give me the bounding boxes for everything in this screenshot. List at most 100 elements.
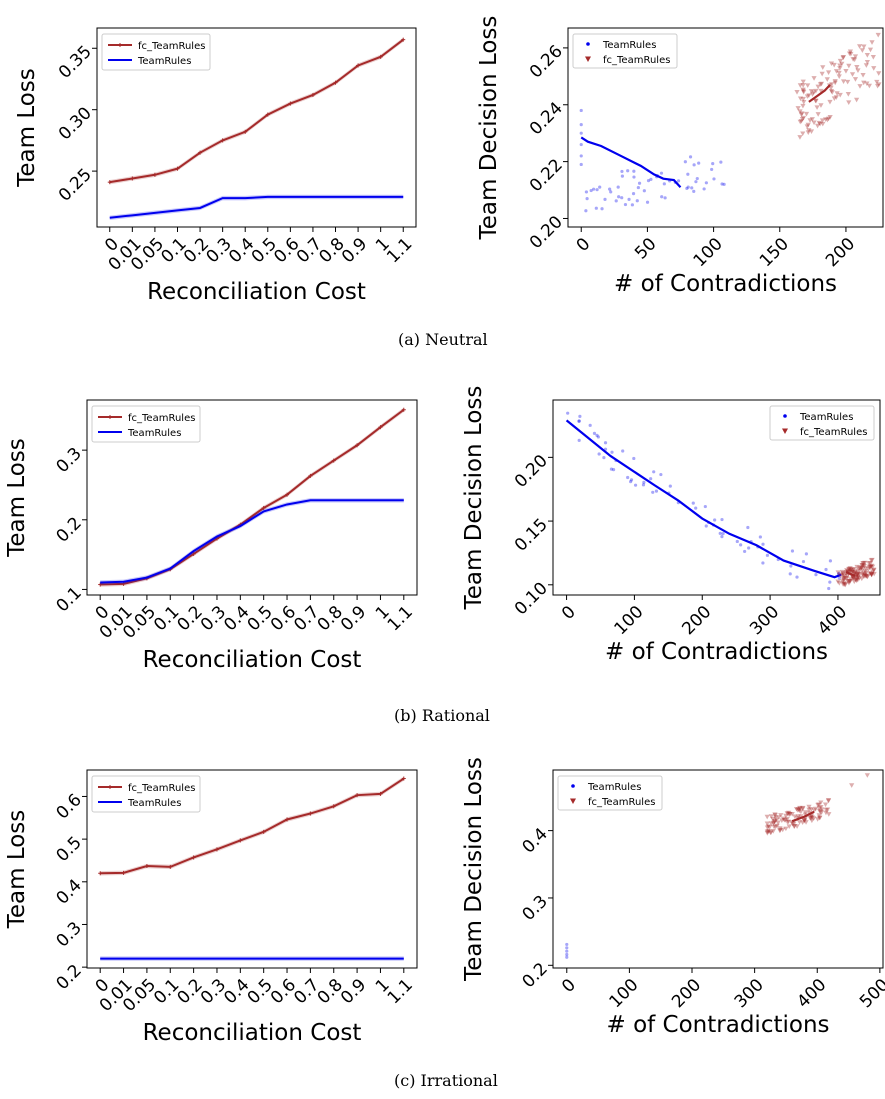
scatter-point [796, 808, 802, 814]
scatter-point [784, 816, 790, 822]
legend-label: TeamRules [602, 40, 656, 51]
scatter-point [694, 180, 698, 184]
legend-label: fc_TeamRules [800, 427, 867, 438]
scatter-point [832, 79, 838, 84]
scatter-point [863, 566, 869, 571]
scatter-point [651, 490, 655, 494]
scatter-point [849, 72, 856, 77]
scatter-point [845, 569, 851, 574]
scatter-point [837, 63, 843, 69]
scatter-point [846, 63, 852, 69]
legend-marker [585, 56, 591, 62]
scatter-point [817, 82, 824, 87]
scatter-point [865, 574, 871, 579]
scatter-point [820, 121, 826, 127]
scatter-point [806, 804, 812, 810]
scatter-point [770, 821, 777, 826]
scatter-point [800, 88, 807, 94]
scatter-point [800, 806, 806, 812]
scatter-point [799, 117, 806, 122]
scatter-point [584, 209, 588, 213]
axes-frame [86, 399, 418, 596]
scatter-point [876, 71, 882, 76]
scatter-point [817, 809, 824, 815]
legend-label: TeamRules [137, 56, 191, 67]
x-tick-label: 1.1 [384, 975, 417, 1008]
scatter-point [864, 81, 870, 87]
scatter-point [854, 64, 860, 70]
scatter-point [579, 154, 583, 158]
legend-label: fc_TeamRules [588, 797, 655, 808]
scatter-point [851, 571, 858, 577]
legend-box [769, 405, 875, 441]
scatter-point [704, 181, 708, 185]
scatter-point [809, 818, 815, 824]
scatter-point [818, 810, 825, 816]
y-tick-label: 0.20 [511, 451, 552, 492]
scatter-point [855, 571, 861, 577]
scatter-point [620, 169, 624, 174]
scatter-point [868, 563, 875, 569]
scatter-point [856, 576, 862, 581]
scatter-point [713, 518, 717, 522]
scatter-point [782, 818, 788, 823]
scatter-point [800, 96, 806, 102]
scatter-point [660, 195, 664, 199]
scatter-point [579, 131, 583, 135]
panel-b-right: 0.10 0.15 0.20 0 100 200 300 400# of Contradict… [461, 386, 881, 665]
scatter-point [811, 816, 817, 821]
panel-a-left: 0.250.300.3500.010.050.10.20.30.40.50.60… [14, 27, 417, 305]
scatter-point [861, 561, 867, 566]
scatter-point [768, 821, 774, 826]
scatter-point [851, 567, 857, 572]
axes-frame [96, 27, 417, 228]
scatter-point [791, 824, 798, 829]
scatter-point [721, 531, 725, 536]
legend-label: TeamRules [587, 782, 641, 793]
y-tick-label: 0.22 [526, 155, 567, 196]
scatter-point [871, 571, 877, 577]
scatter-point [783, 826, 789, 832]
scatter-point [853, 577, 859, 583]
axes-frame [552, 399, 881, 596]
scatter-point [855, 574, 861, 580]
scatter-point [711, 162, 715, 166]
scatter-point [806, 128, 812, 133]
scatter-point [577, 438, 581, 443]
x-tick-label: 0 [558, 975, 580, 997]
legend-label: fc_TeamRules [603, 55, 670, 66]
scatter-point [875, 32, 881, 38]
scatter-point [857, 566, 864, 572]
scatter-point [704, 524, 708, 528]
scatter-point [859, 48, 865, 53]
scatter-point [776, 815, 782, 820]
scatter-point [743, 549, 747, 554]
scatter-point [685, 186, 689, 191]
y-tick-label: 0.2 [53, 961, 86, 994]
scatter-point [857, 571, 863, 577]
scatter-point [794, 89, 800, 95]
scatter-point [861, 572, 867, 578]
series-line [100, 499, 404, 584]
scatter-point [837, 66, 843, 71]
scatter-point [823, 807, 829, 813]
scatter-point [846, 51, 853, 57]
scatter-point [861, 574, 867, 580]
x-tick-label: 1.1 [384, 602, 417, 635]
fit-line [580, 136, 682, 188]
scatter-point [831, 62, 837, 68]
scatter-point [795, 575, 799, 579]
scatter-point [828, 85, 834, 91]
scatter-point [856, 565, 863, 571]
scatter-point [805, 130, 811, 136]
scatter-point [833, 69, 840, 74]
x-axis-label: # of Contradictions [614, 271, 837, 297]
scatter-point [722, 182, 726, 186]
scatter-point [816, 813, 822, 818]
scatter-point [800, 115, 807, 121]
scatter-point [797, 96, 804, 102]
scatter-point [802, 812, 808, 818]
y-axis-label: Team Decision Loss [461, 386, 487, 611]
scatter-point [783, 813, 789, 819]
scatter-point [837, 576, 841, 580]
